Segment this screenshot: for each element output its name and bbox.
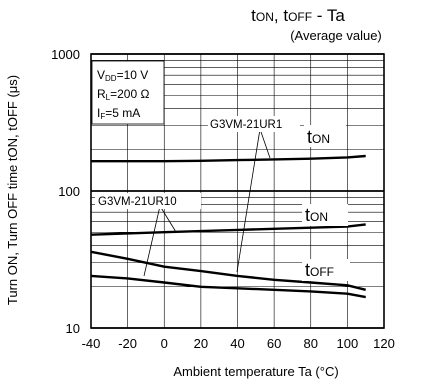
x-tick-label: 120 (373, 336, 395, 351)
series-line-1 (91, 154, 366, 163)
x-tick-label: 20 (194, 336, 208, 351)
condition-rl: RL=200 Ω (97, 87, 149, 102)
device-1-label: G3VM-21UR1 (210, 119, 282, 131)
x-axis-label: Ambient temperature Ta (°C) (173, 364, 338, 379)
device-2-label-bg (95, 193, 201, 209)
series-line-4 (90, 274, 366, 299)
y-axis-label: Turn ON, Turn OFF time tON, tOFF (μs) (5, 75, 20, 305)
series-line-2 (90, 223, 366, 236)
tick-labels: -40 -20 0 20 40 60 80 100 120 10 100 1000 (51, 47, 395, 351)
series-group (90, 154, 366, 299)
x-tick-label: -20 (118, 336, 137, 351)
leader-ur10-ton (159, 205, 177, 233)
y-tick-label: 100 (58, 184, 80, 199)
ton-label-1: tON (307, 127, 330, 147)
ton-label-1-bg (304, 125, 346, 147)
x-tick-label: 100 (337, 336, 359, 351)
leader-ur1-toff (236, 128, 261, 273)
toff-label: tOFF (305, 260, 334, 280)
leader-ur10-toff (143, 205, 161, 277)
plot-frame (90, 53, 385, 329)
series-line-3 (90, 250, 366, 291)
condition-vdd: VDD=10 V (97, 68, 148, 83)
leader-ur1-ton (259, 128, 271, 159)
toff-label-bg (302, 259, 350, 281)
ton-label-2-bg (302, 204, 348, 226)
chart-title: tON, tOFF - Ta (251, 6, 345, 25)
conditions-box: VDD=10 V RL=200 Ω IF=5 mA (91, 60, 165, 125)
device-2-label: G3VM-21UR10 (98, 196, 177, 208)
y-tick-label: 10 (66, 321, 80, 336)
conditions-frame (91, 60, 165, 125)
device-1-label-bg (208, 116, 300, 132)
x-tick-label: 0 (161, 336, 168, 351)
x-tick-label: -40 (82, 336, 101, 351)
x-tick-label: 80 (304, 336, 318, 351)
annotation-leaders (143, 128, 271, 277)
x-tick-label: 60 (267, 336, 281, 351)
x-tick-label: 40 (230, 336, 244, 351)
y-tick-label: 1000 (51, 47, 80, 62)
ton-label-2: tON (305, 205, 328, 225)
chart-subtitle: (Average value) (290, 28, 382, 43)
condition-if: IF=5 mA (97, 106, 140, 121)
